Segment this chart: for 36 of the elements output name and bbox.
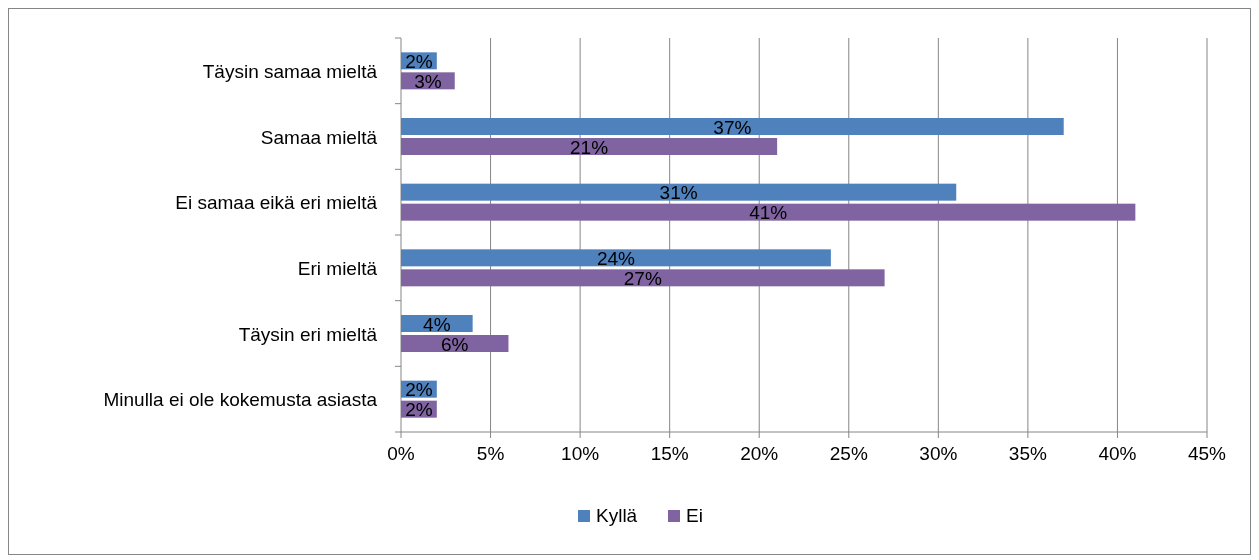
data-label: 37% xyxy=(713,116,752,138)
bar xyxy=(401,183,957,201)
y-tick-label: Minulla ei ole kokemusta asiasta xyxy=(103,389,378,411)
data-label: 24% xyxy=(596,247,636,269)
x-tick-label: 20% xyxy=(740,443,779,464)
y-tick-label: Täysin samaa mieltä xyxy=(202,60,378,82)
bar xyxy=(401,269,885,287)
data-label: 6% xyxy=(441,333,469,355)
x-tick-label: 40% xyxy=(1098,443,1137,464)
x-tick-label: 30% xyxy=(919,443,958,464)
legend-label: Kyllä xyxy=(596,505,638,526)
x-tick-label: 15% xyxy=(650,443,689,464)
bar xyxy=(401,249,831,267)
data-label: 21% xyxy=(570,136,609,158)
y-tick-label: Ei samaa eikä eri mieltä xyxy=(175,192,378,214)
legend-label: Ei xyxy=(686,505,703,526)
y-tick-label: Samaa mieltä xyxy=(260,126,378,148)
y-tick-label: Täysin eri mieltä xyxy=(238,323,378,345)
x-tick-label: 35% xyxy=(1008,443,1048,464)
x-tick-label: 0% xyxy=(387,443,415,464)
x-tick-label: 25% xyxy=(829,443,868,464)
data-label: 27% xyxy=(623,267,662,289)
x-tick-label: 45% xyxy=(1187,443,1227,464)
data-label: 31% xyxy=(659,182,698,204)
bar xyxy=(401,138,778,155)
data-label: 2% xyxy=(405,399,433,421)
x-tick-label: 5% xyxy=(476,443,505,464)
data-label: 2% xyxy=(405,50,433,72)
bar xyxy=(401,118,1064,135)
data-label: 3% xyxy=(414,70,442,92)
data-label: 4% xyxy=(423,313,451,335)
x-tick-label: 10% xyxy=(561,443,600,464)
bar xyxy=(401,203,1136,221)
data-label: 41% xyxy=(749,202,788,224)
data-label: 2% xyxy=(405,379,433,401)
y-tick-label: Eri mieltä xyxy=(297,257,378,279)
